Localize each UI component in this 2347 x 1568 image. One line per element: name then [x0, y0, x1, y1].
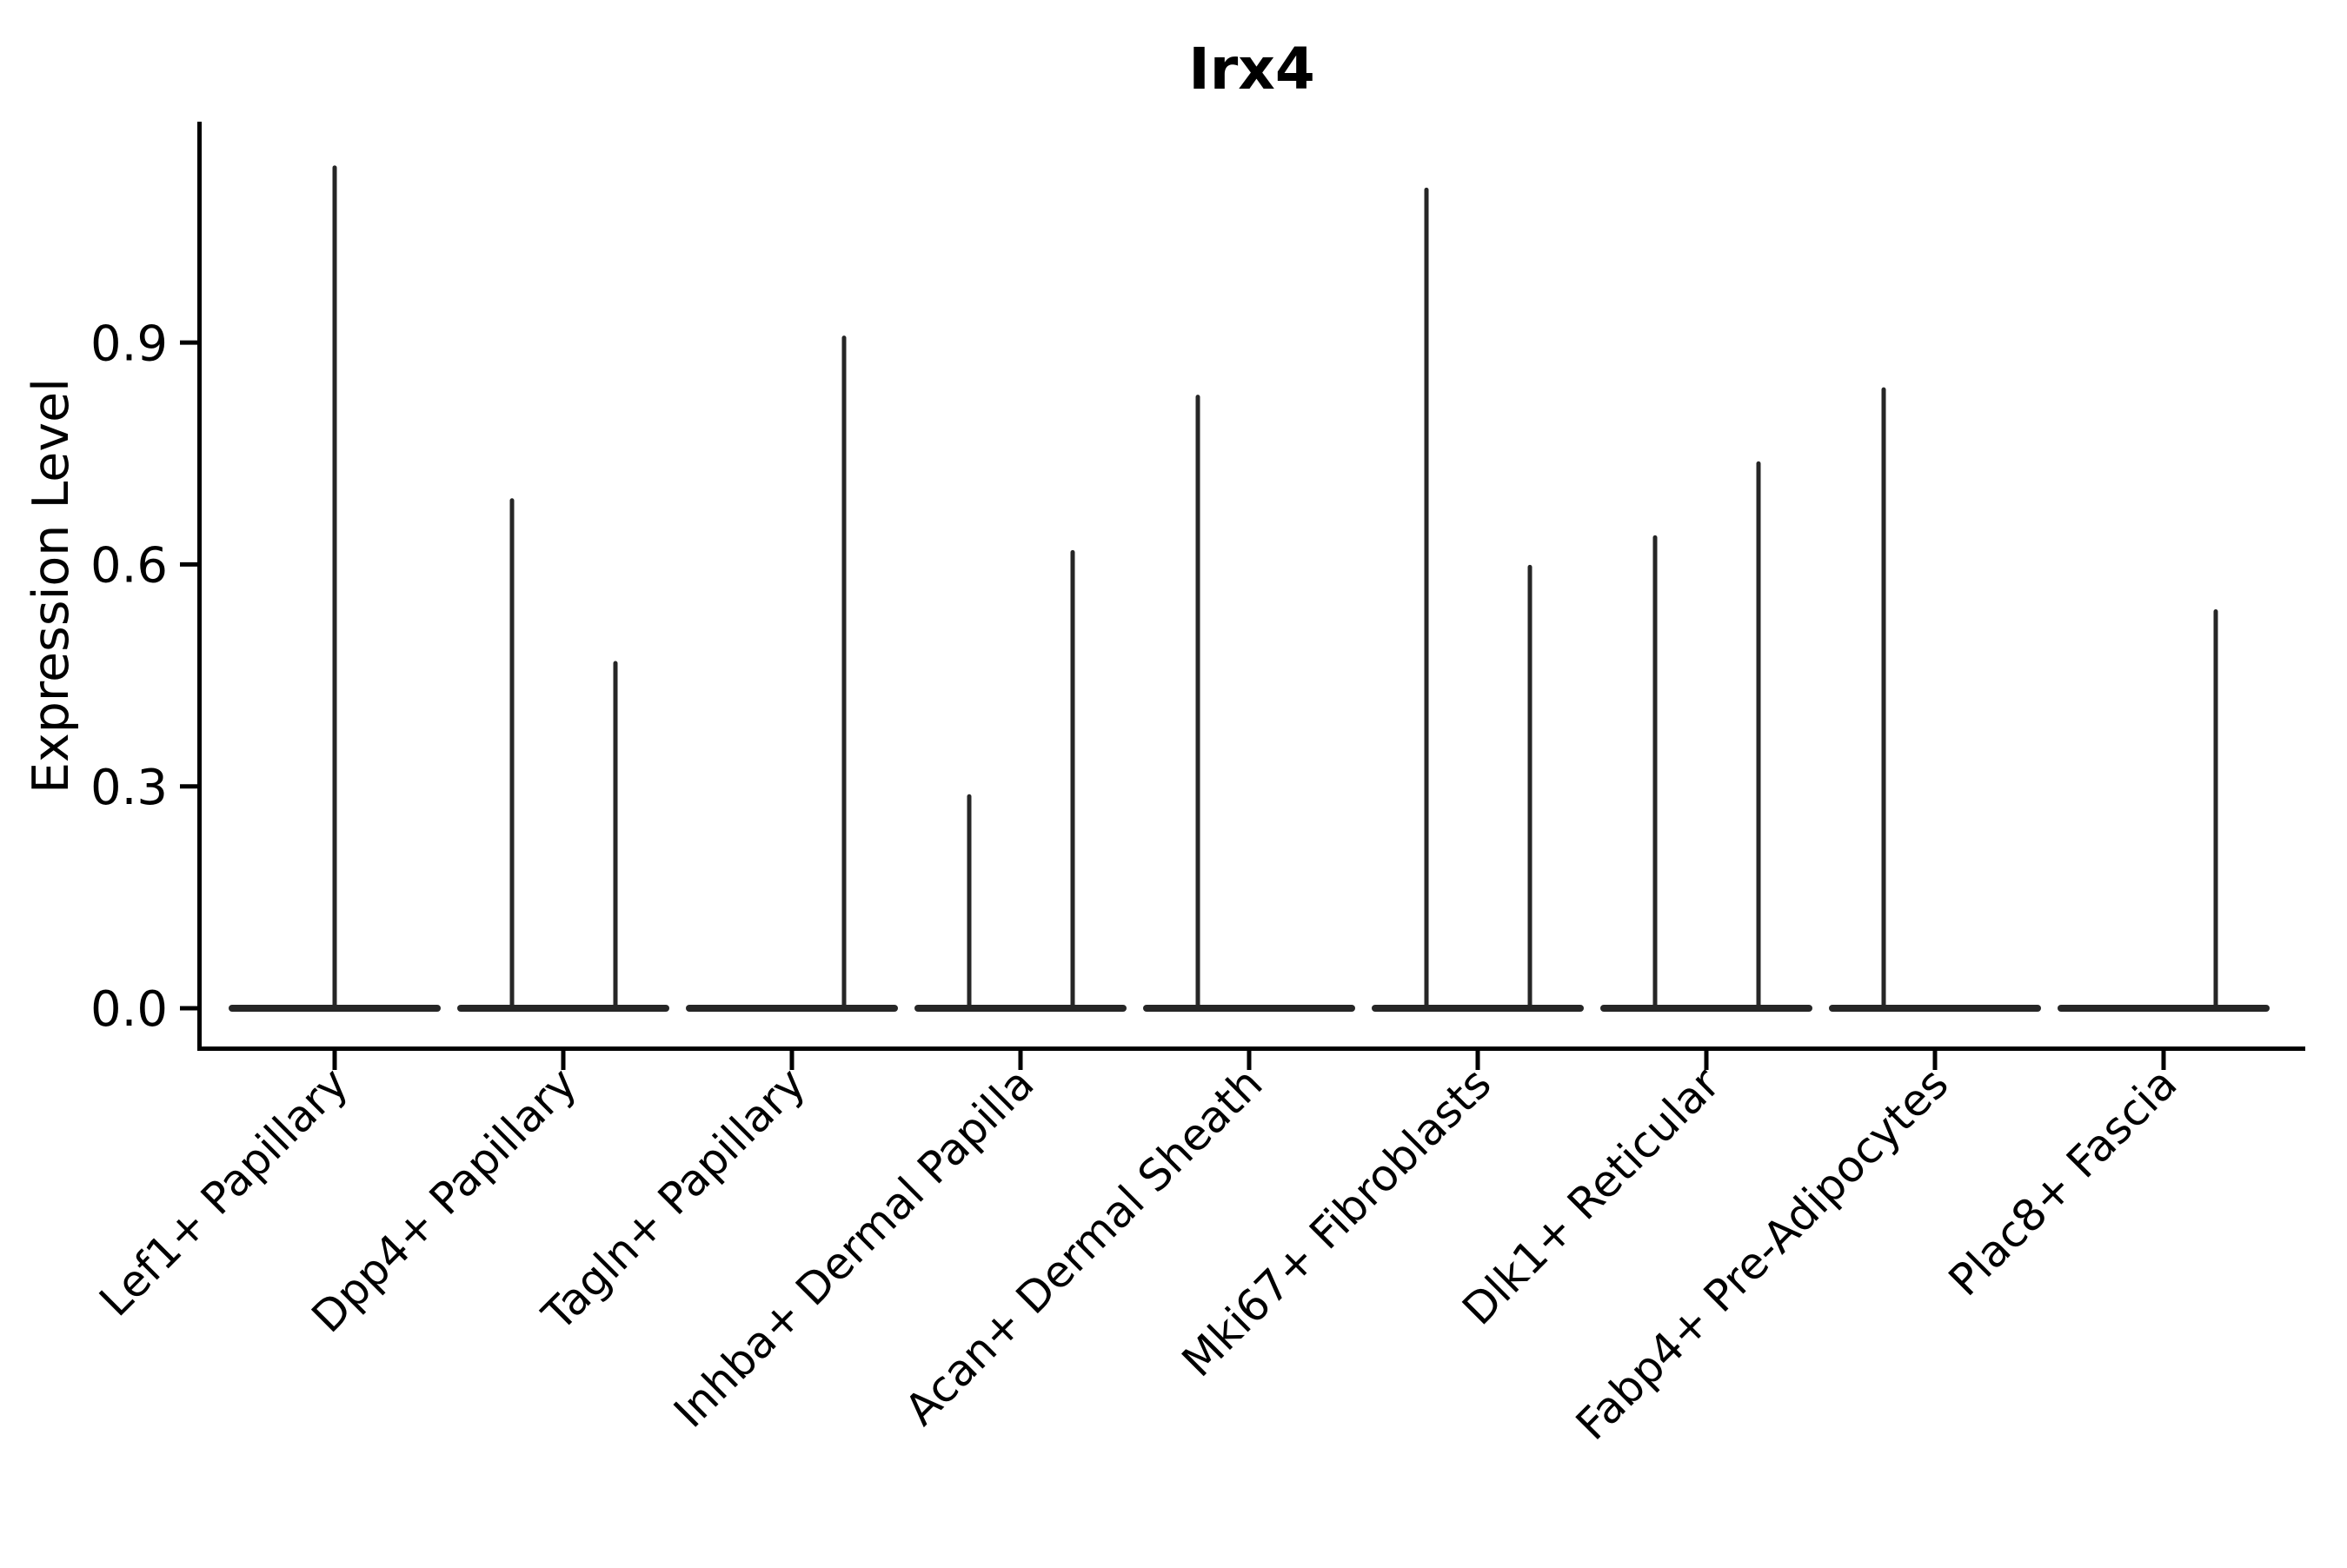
plot-title: Irx4	[1188, 36, 1315, 103]
y-tick-label: 0.0	[90, 981, 168, 1038]
x-tick-label: Lef1+ Papillary	[90, 1058, 357, 1325]
y-tick-label: 0.6	[90, 538, 168, 595]
y-tick-label: 0.3	[90, 760, 168, 816]
y-axis-label: Expression Level	[23, 378, 80, 794]
y-tick-label: 0.9	[90, 316, 168, 372]
x-tick-label: Fabp4+ Pre-Adipocytes	[1566, 1058, 1958, 1450]
violins-group	[229, 165, 2270, 1012]
x-tick-label: Plac8+ Fascia	[1939, 1058, 2187, 1306]
